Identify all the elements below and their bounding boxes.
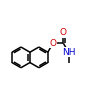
Text: O: O xyxy=(60,28,67,37)
Text: NH: NH xyxy=(62,48,75,57)
Text: O: O xyxy=(50,39,56,48)
